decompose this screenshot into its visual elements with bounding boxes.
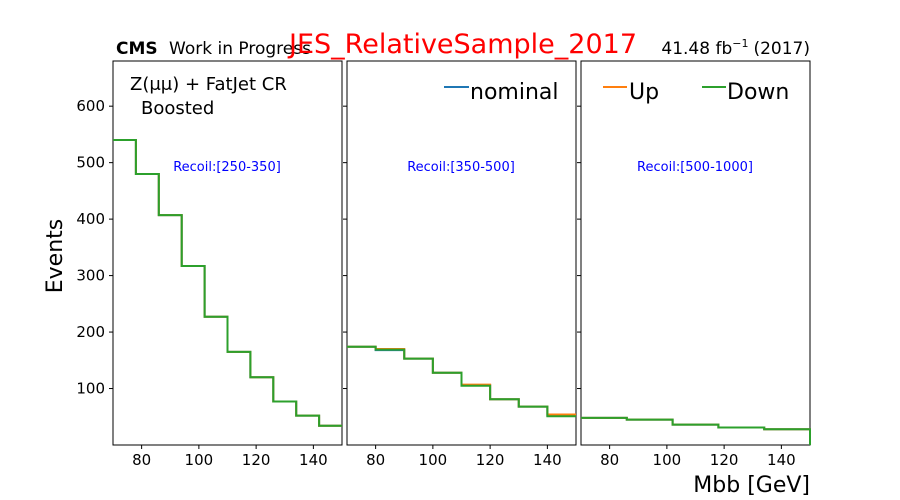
panel-frame-3 [580,60,811,446]
legend-label-up: Up [629,80,659,105]
panel-frame-1 [112,60,343,446]
x-tick-label: 100 [419,451,448,469]
recoil-label-1: Recoil:[250-350] [173,160,281,175]
cms-header: CMS Work in Progress [116,39,311,59]
y-tick-label: 400 [76,210,105,228]
y-axis-label: Events [43,219,68,294]
region-label-line2: Boosted [141,98,214,119]
lumi-exponent: −1 [732,37,748,50]
work-in-progress-label: Work in Progress [169,39,311,59]
hist-down-panel-1 [113,139,342,427]
lumi-value: 41.48 fb [661,39,732,59]
x-tick-label: 140 [767,451,796,469]
y-tick-label: 600 [76,97,105,115]
x-tick-label: 120 [710,451,739,469]
x-tick-label: 100 [185,451,214,469]
hist-up-panel-1 [113,139,342,427]
recoil-label-3: Recoil:[500-1000] [637,160,753,175]
luminosity-label: 41.48 fb−1 (2017) [661,37,810,59]
hist-nominal-panel-3 [581,416,811,445]
x-tick-label: 140 [299,451,328,469]
hist-nominal-panel-1 [113,139,342,427]
x-axis-label: Mbb [GeV] [693,473,810,498]
x-tick-label: 120 [242,451,271,469]
x-tick-label: 120 [476,451,505,469]
region-label-line1: Z(μμ) + FatJet CR [130,74,287,95]
x-tick-label: 140 [533,451,562,469]
systematic-title: JES_RelativeSample_2017 [287,29,637,60]
y-tick-label: 200 [76,323,105,341]
recoil-label-2: Recoil:[350-500] [407,160,515,175]
x-tick-label: 80 [366,451,385,469]
panel-frame-2 [346,60,577,446]
x-tick-label: 80 [132,451,151,469]
hist-down-panel-3 [581,416,811,445]
lumi-year: (2017) [753,39,810,59]
y-tick-label: 100 [76,380,105,398]
hist-up-panel-3 [581,416,811,445]
hist-down-panel-2 [347,345,576,418]
y-tick-label: 300 [76,267,105,285]
x-tick-label: 100 [653,451,682,469]
y-tick-label: 500 [76,154,105,172]
legend-label-nominal: nominal [470,80,558,105]
x-tick-label: 80 [600,451,619,469]
cms-label: CMS [116,39,158,59]
legend-label-down: Down [727,80,789,105]
